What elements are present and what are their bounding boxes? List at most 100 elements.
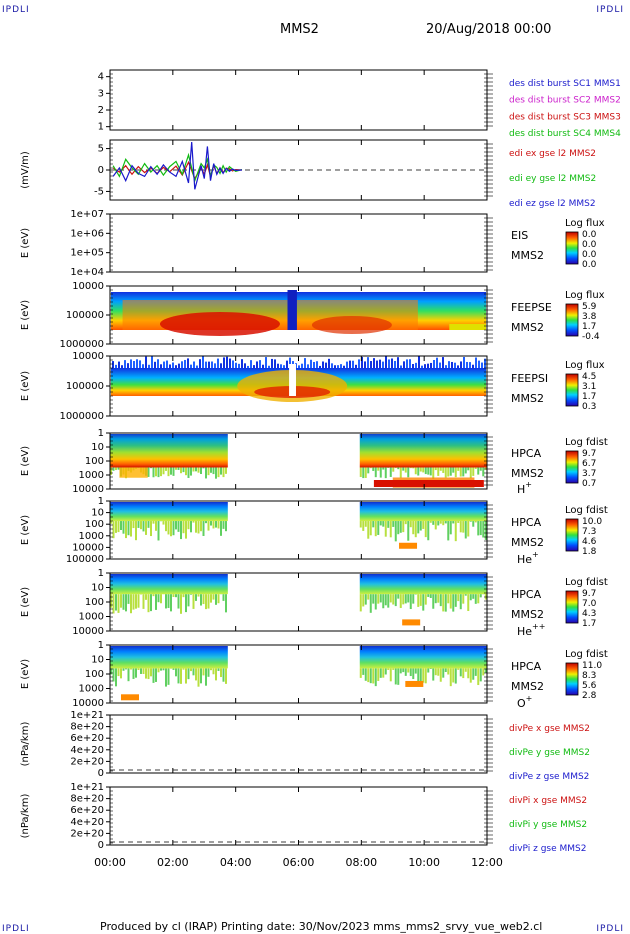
heatmap-speckle (187, 467, 190, 478)
heatmap-speckle (190, 521, 192, 533)
y-axis-label: E (eV) (20, 300, 31, 330)
heatmap-speckle (316, 361, 318, 368)
heatmap-speckle (439, 362, 441, 368)
heatmap-speckle (467, 668, 470, 679)
species-charge: + (532, 550, 539, 559)
heatmap-speckle (457, 467, 460, 471)
colorbar-tick-label: 9.7 (582, 589, 596, 599)
heatmap-speckle (364, 361, 366, 368)
heatmap-speckle (222, 467, 225, 478)
heatmap-speckle (391, 358, 393, 368)
heatmap-speckle (484, 467, 487, 470)
heatmap-speckle (369, 668, 372, 684)
heatmap-speckle (192, 467, 195, 472)
heatmap-speckle (424, 467, 427, 475)
colorbar-tick-label: -0.4 (582, 332, 600, 342)
heatmap-speckle (439, 668, 442, 682)
heatmap-speckle (482, 467, 485, 477)
heatmap-speckle (182, 594, 185, 598)
heatmap-speckle (412, 363, 414, 368)
heatmap-speckle (404, 668, 407, 676)
heatmap-speckle (117, 467, 120, 470)
heatmap-speckle (207, 521, 210, 531)
heatmap-speckle (115, 668, 117, 687)
heatmap-speckle (407, 668, 410, 673)
heatmap-speckle (181, 361, 183, 368)
instrument-label: HPCA (511, 516, 542, 529)
heatmap-speckle (170, 467, 172, 475)
heatmap-speckle (478, 360, 480, 368)
heatmap-speckle (382, 668, 385, 678)
heatmap-speckle (210, 467, 212, 473)
y-tick-label: 3 (98, 88, 104, 99)
heatmap-speckle (247, 365, 249, 368)
heatmap-speckle (343, 365, 345, 368)
heatmap-speckle (384, 521, 387, 537)
heatmap-speckle (454, 594, 457, 607)
heatmap-speckle (429, 467, 432, 476)
heatmap-speckle (197, 521, 200, 534)
heatmap-speckle (307, 364, 309, 368)
heatmap-speckle (148, 364, 150, 368)
heatmap-speckle (399, 594, 402, 608)
heatmap-speckle (422, 668, 425, 683)
heatmap-speckle (202, 668, 205, 676)
heatmap-speckle (262, 364, 264, 368)
heatmap-speckle (433, 360, 435, 368)
heatmap-speckle (437, 467, 440, 476)
heatmap-speckle (464, 521, 467, 539)
heatmap-speckle (397, 668, 400, 685)
heatmap-speckle (190, 594, 192, 595)
heatmap-speckle (313, 361, 315, 368)
heatmap-speckle (427, 594, 430, 597)
heatmap-speckle (182, 668, 185, 670)
heatmap-speckle (407, 467, 410, 478)
colorbar-tick-label: 0.0 (582, 260, 597, 270)
heatmap-speckle (178, 363, 180, 368)
heatmap-speckle (472, 521, 475, 527)
y-tick-label: 100000 (66, 310, 104, 321)
heatmap-speckle (469, 521, 472, 522)
heatmap-speckle (452, 594, 455, 612)
heatmap-speckle (115, 521, 117, 533)
colorbar-title: Log flux (565, 218, 605, 229)
heatmap-speckle (140, 521, 142, 530)
heatmap-speckle (142, 521, 145, 532)
heatmap-speckle (389, 594, 392, 603)
heatmap-speckle (222, 668, 225, 682)
heatmap-region (373, 480, 484, 487)
heatmap-speckle (404, 521, 407, 525)
heatmap-speckle (177, 521, 180, 532)
heatmap-speckle (427, 363, 429, 368)
colorbar (565, 590, 579, 624)
heatmap-speckle (185, 521, 187, 539)
heatmap-speckle (167, 521, 170, 535)
heatmap-speckle (372, 467, 375, 471)
heatmap-speckle (160, 594, 162, 604)
y-tick-label: 1e+04 (70, 267, 104, 278)
heatmap-speckle (369, 521, 372, 536)
heatmap-speckle (205, 668, 207, 686)
heatmap-speckle (200, 521, 202, 532)
heatmap-speckle (377, 594, 380, 604)
heatmap-speckle (325, 362, 327, 368)
heatmap-speckle (220, 521, 222, 536)
heatmap-speckle (180, 594, 182, 614)
heatmap-speckle (139, 360, 141, 368)
heatmap-speckle (369, 594, 372, 613)
heatmap-speckle (217, 358, 219, 368)
heatmap-speckle (132, 521, 135, 529)
corner-label-top-left: IPDLI (2, 5, 30, 15)
spacecraft-label: MMS2 (511, 392, 544, 405)
y-tick-label: 1e+07 (70, 209, 104, 220)
colorbar-tick-label: 4.3 (582, 609, 596, 619)
colorbar (565, 518, 579, 552)
heatmap-speckle (217, 467, 220, 478)
panel-frame (109, 213, 488, 273)
colorbar-tick-label: 4.5 (582, 372, 596, 382)
colorbar-tick-label: 1.7 (582, 619, 596, 629)
heatmap-speckle (180, 521, 182, 540)
heatmap-speckle (448, 361, 450, 368)
heatmap-speckle (437, 668, 440, 676)
heatmap-speckle (274, 359, 276, 368)
